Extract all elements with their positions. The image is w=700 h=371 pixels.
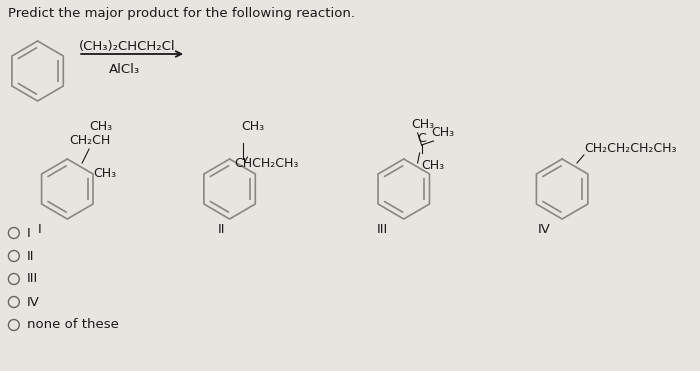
Text: C: C <box>417 132 426 145</box>
Text: CH₃: CH₃ <box>241 120 265 133</box>
Text: CHCH₂CH₃: CHCH₂CH₃ <box>234 157 299 170</box>
Text: none of these: none of these <box>27 318 118 332</box>
Text: CH₃: CH₃ <box>89 120 112 133</box>
Text: AlCl₃: AlCl₃ <box>109 63 140 76</box>
Text: CH₃: CH₃ <box>421 159 444 172</box>
Text: CH₃: CH₃ <box>412 118 435 131</box>
Text: CH₃: CH₃ <box>93 167 116 180</box>
Text: I: I <box>27 227 31 240</box>
Text: CH₂CH: CH₂CH <box>69 134 111 147</box>
Text: II: II <box>218 223 225 236</box>
Text: I: I <box>38 223 41 236</box>
Text: III: III <box>27 273 38 286</box>
Text: IV: IV <box>27 295 40 309</box>
Text: CH₃: CH₃ <box>431 126 454 139</box>
Text: III: III <box>377 223 388 236</box>
Text: Predict the major product for the following reaction.: Predict the major product for the follow… <box>8 7 355 20</box>
Text: IV: IV <box>538 223 551 236</box>
Text: II: II <box>27 250 34 263</box>
Text: CH₂CH₂CH₂CH₃: CH₂CH₂CH₂CH₃ <box>584 142 676 155</box>
Text: (CH₃)₂CHCH₂Cl: (CH₃)₂CHCH₂Cl <box>79 39 176 53</box>
